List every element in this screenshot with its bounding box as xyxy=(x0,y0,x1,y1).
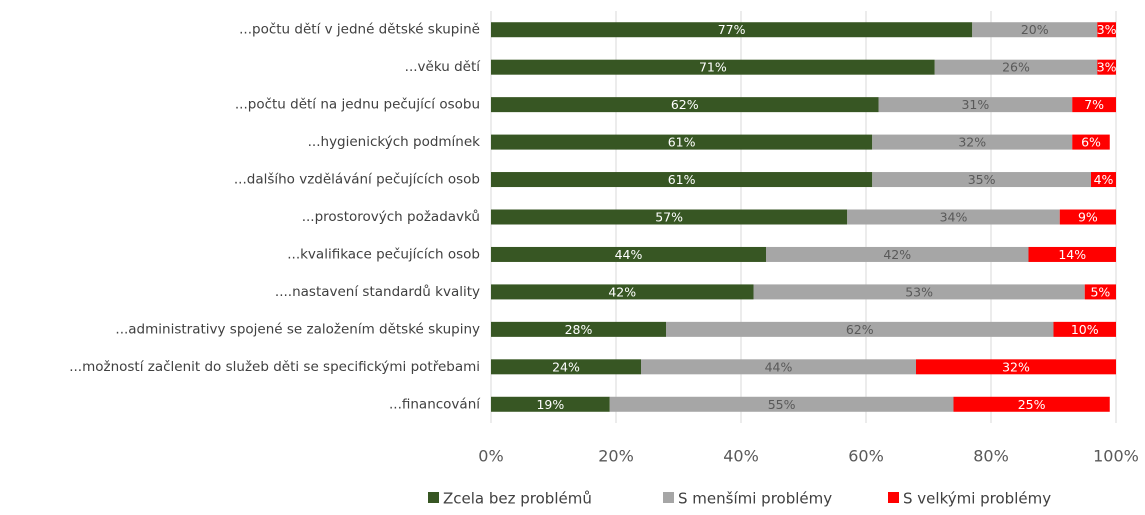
category-label: ...počtu dětí v jedné dětské skupině xyxy=(239,22,480,38)
category-label: ...věku dětí xyxy=(405,59,482,75)
bar-segment xyxy=(1097,59,1116,75)
bar-segment xyxy=(491,359,641,375)
legend-label: Zcela bez problémů xyxy=(443,490,592,508)
value-label: 35% xyxy=(968,172,996,187)
bar-segment xyxy=(666,321,1054,337)
x-tick-label: 0% xyxy=(478,447,503,466)
value-label: 3% xyxy=(1097,22,1117,37)
bar-segment xyxy=(609,396,954,412)
bar-segment xyxy=(953,396,1110,412)
bar-segment xyxy=(491,22,973,38)
value-label: 10% xyxy=(1071,322,1099,337)
value-label: 42% xyxy=(883,247,911,262)
value-label: 53% xyxy=(905,284,933,299)
legend-label: S velkými problémy xyxy=(903,490,1051,508)
value-label: 19% xyxy=(536,397,564,412)
value-label: 61% xyxy=(668,172,696,187)
value-label: 71% xyxy=(699,60,727,75)
category-label: ...financování xyxy=(389,396,481,412)
bar-segment xyxy=(491,396,610,412)
bar-segment xyxy=(491,97,879,113)
value-label: 34% xyxy=(940,210,968,225)
value-label: 55% xyxy=(768,397,796,412)
category-label: ...počtu dětí na jednu pečující osobu xyxy=(235,97,480,113)
bar-segment xyxy=(916,359,1116,375)
bar-segment xyxy=(972,22,1098,38)
bar-segment xyxy=(491,246,766,262)
x-tick-label: 100% xyxy=(1093,447,1139,466)
bar-segment xyxy=(1059,209,1116,225)
bar-segment xyxy=(1091,172,1116,188)
bar-segment xyxy=(766,246,1029,262)
bar-segment xyxy=(847,209,1060,225)
value-label: 62% xyxy=(846,322,874,337)
value-label: 44% xyxy=(765,359,793,374)
bar-segment xyxy=(1072,134,1110,150)
category-label: ...hygienických podmínek xyxy=(308,134,481,150)
bar-segment xyxy=(491,59,935,75)
legend-swatch xyxy=(888,492,899,503)
legend-swatch xyxy=(663,492,674,503)
value-label: 9% xyxy=(1078,210,1098,225)
bar-segment xyxy=(878,97,1073,113)
value-label: 4% xyxy=(1094,172,1114,187)
value-label: 31% xyxy=(961,97,989,112)
bar-segment xyxy=(1072,97,1116,113)
bar-segment xyxy=(872,134,1073,150)
category-label: ...dalšího vzdělávání pečujících osob xyxy=(234,172,480,188)
category-label: ...prostorových požadavků xyxy=(302,209,480,225)
category-label: ....nastavení standardů kvality xyxy=(275,284,480,300)
bar-segment xyxy=(1097,22,1116,38)
x-tick-label: 60% xyxy=(848,447,884,466)
x-tick-label: 80% xyxy=(973,447,1009,466)
x-tick-label: 20% xyxy=(598,447,634,466)
value-label: 28% xyxy=(565,322,593,337)
value-label: 32% xyxy=(1002,359,1030,374)
category-label: ...administrativy spojené se založením d… xyxy=(115,321,480,337)
bar-segment xyxy=(641,359,916,375)
legend-label: S menšími problémy xyxy=(678,490,832,508)
value-label: 3% xyxy=(1097,60,1117,75)
category-label: ...kvalifikace pečujících osob xyxy=(287,246,480,262)
bar-segment xyxy=(1028,246,1116,262)
value-label: 20% xyxy=(1021,22,1049,37)
value-label: 5% xyxy=(1090,284,1110,299)
bar-segment xyxy=(491,284,754,300)
bar-segment xyxy=(1053,321,1116,337)
bar-segment xyxy=(753,284,1085,300)
value-label: 7% xyxy=(1084,97,1104,112)
bar-segment xyxy=(491,209,848,225)
legend-swatch xyxy=(428,492,439,503)
value-label: 61% xyxy=(668,135,696,150)
bar-segment xyxy=(491,321,666,337)
value-label: 24% xyxy=(552,359,580,374)
bar-segment xyxy=(491,134,873,150)
bar-segment xyxy=(491,172,873,188)
value-label: 57% xyxy=(655,210,683,225)
bar-segment xyxy=(872,172,1091,188)
value-label: 26% xyxy=(1002,60,1030,75)
bar-segment xyxy=(934,59,1098,75)
value-label: 42% xyxy=(608,284,636,299)
bar-segment xyxy=(1084,284,1116,300)
value-label: 14% xyxy=(1058,247,1086,262)
value-label: 77% xyxy=(718,22,746,37)
value-label: 62% xyxy=(671,97,699,112)
value-label: 32% xyxy=(958,135,986,150)
category-label: ...možností začlenit do služeb děti se s… xyxy=(69,359,480,375)
value-label: 25% xyxy=(1018,397,1046,412)
value-label: 44% xyxy=(615,247,643,262)
value-label: 6% xyxy=(1081,135,1101,150)
x-tick-label: 40% xyxy=(723,447,759,466)
